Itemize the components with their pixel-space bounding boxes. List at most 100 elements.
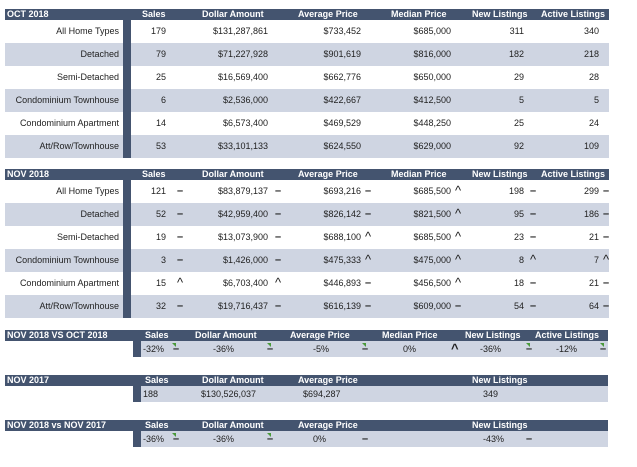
row-label-spacer [5, 386, 133, 402]
cell-median-price: $685,500 [413, 232, 451, 242]
cell-dollar-amount: $13,073,900 [217, 232, 268, 242]
trend-up-icon: ^ [455, 252, 462, 267]
row-divider-bar [123, 89, 131, 112]
cell-sales: 79 [155, 49, 166, 59]
table-row: All Home Types 179 $131,287,861 $733,452 $68… [5, 20, 609, 43]
trend-down-icon: – [275, 254, 282, 266]
cell-average-price: $422,667 [323, 95, 361, 105]
col-median-price: Median Price [391, 9, 447, 19]
col-new-listings: New Listings [472, 9, 528, 19]
trend-down-icon: – [530, 185, 537, 197]
cell-new-listings: 198 [508, 186, 524, 196]
cell-average-price: $469,529 [323, 118, 361, 128]
trend-down-icon: – [603, 185, 610, 197]
cell-average-price: $662,776 [323, 72, 361, 82]
trend-down-icon: – [530, 231, 537, 243]
trend-down-icon: – [365, 300, 372, 312]
table-row: Att/Row/Townhouse 32– $19,716,437– $616,139… [5, 295, 609, 318]
trend-down-icon: – [603, 277, 610, 289]
cell-dollar-amount: $1,426,000 [222, 255, 268, 265]
section-title: NOV 2018 vs NOV 2017 [7, 420, 107, 430]
trend-down-icon: – [603, 208, 610, 220]
cell-new-listings: 92 [513, 141, 524, 151]
cell-value: $694,287 [303, 389, 341, 399]
cell-dollar-amount: $33,101,133 [217, 141, 268, 151]
trend-down-icon: – [365, 277, 372, 289]
col-sales: Sales [145, 375, 169, 385]
flag-triangle-icon [172, 343, 176, 347]
cell-value: 0% [403, 344, 417, 354]
cell-value: $130,526,037 [201, 389, 257, 399]
table-row: Condominium Apartment 15 ^ $6,703,400 ^ $446,… [5, 272, 609, 295]
col-average-price: Average Price [290, 330, 350, 340]
table-header: OCT 2018 Sales Dollar Amount Average Pri… [5, 9, 609, 20]
col-active-listings: Active Listings [541, 169, 606, 179]
trend-down-icon: – [173, 433, 180, 445]
trend-up-icon: ^ [603, 252, 610, 267]
trend-up-icon: ^ [455, 229, 462, 244]
table-row: All Home Types 121– $83,879,137– $693,216– $… [5, 180, 609, 203]
row-label-spacer [5, 431, 133, 447]
table-row: Condominium Townhouse 6 $2,536,000 $422,667… [5, 89, 609, 112]
row-label: Condominium Apartment [19, 118, 119, 128]
col-new-listings: New Listings [472, 169, 528, 179]
cell-new-listings: 8 [518, 255, 524, 265]
row-label: Condominium Townhouse [15, 95, 119, 105]
cell-new-listings: 25 [513, 118, 524, 128]
flag-triangle-icon [267, 343, 271, 347]
cell-new-listings: 182 [508, 49, 524, 59]
cell-median-price: $816,000 [413, 49, 451, 59]
col-median-price: Median Price [391, 169, 447, 179]
cell-dollar-amount: $16,569,400 [217, 72, 268, 82]
section-title: NOV 2017 [7, 375, 50, 385]
col-dollar-amount: Dollar Amount [202, 9, 264, 19]
cell-dollar-amount: $83,879,137 [217, 186, 268, 196]
cell-sales: 121 [150, 186, 166, 196]
col-dollar-amount: Dollar Amount [202, 420, 264, 430]
oct-2018-table: OCT 2018 Sales Dollar Amount Average Pri… [5, 9, 609, 158]
nov-vs-oct-row: -32% – -36% – -5% –0% ^ -36% – -12% – [5, 341, 608, 357]
row-label: Semi-Detached [56, 232, 119, 242]
table-header: NOV 2018 Sales Dollar Amount Average Pri… [5, 169, 609, 180]
cell-median-price: $412,500 [413, 95, 451, 105]
table-row: Condominium Townhouse 3– $1,426,000– $475,3… [5, 249, 609, 272]
trend-down-icon: – [530, 300, 537, 312]
nov-2018-table: NOV 2018 Sales Dollar Amount Average Pri… [5, 169, 609, 318]
trend-down-icon: – [275, 208, 282, 220]
cell-active-listings: 64 [588, 301, 599, 311]
col-sales: Sales [145, 420, 169, 430]
row-label-spacer [5, 341, 133, 357]
cell-sales: 3 [160, 255, 166, 265]
row-divider-bar [123, 112, 131, 135]
row-divider-bar [123, 180, 131, 203]
trend-down-icon: – [275, 231, 282, 243]
cell-average-price: $733,452 [323, 26, 361, 36]
row-label: Att/Row/Townhouse [39, 141, 119, 151]
trend-down-icon: – [177, 300, 184, 312]
cell-new-listings: 29 [513, 72, 524, 82]
trend-down-icon: – [275, 185, 282, 197]
cell-sales: 32 [155, 301, 166, 311]
row-label: Detached [80, 209, 119, 219]
col-dollar-amount: Dollar Amount [202, 375, 264, 385]
cell-value: -32% [143, 344, 165, 354]
cell-active-listings: 186 [583, 209, 599, 219]
trend-down-icon: – [173, 343, 180, 355]
cell-active-listings: 5 [593, 95, 599, 105]
cell-dollar-amount: $131,287,861 [212, 26, 268, 36]
section-title: NOV 2018 [7, 169, 50, 179]
cell-value: 0% [313, 434, 327, 444]
flag-triangle-icon [526, 343, 530, 347]
table-header: NOV 2018 VS OCT 2018 Sales Dollar Amount… [5, 330, 608, 341]
trend-down-icon: – [362, 343, 369, 355]
nov-vs-oct-table: NOV 2018 VS OCT 2018 Sales Dollar Amount… [5, 330, 608, 357]
trend-down-icon: – [603, 231, 610, 243]
cell-new-listings: 23 [513, 232, 524, 242]
cell-sales: 15 [155, 278, 166, 288]
cell-active-listings: 340 [583, 26, 599, 36]
col-dollar-amount: Dollar Amount [202, 169, 264, 179]
trend-down-icon: – [526, 343, 533, 355]
trend-down-icon: – [530, 277, 537, 289]
cell-median-price: $650,000 [413, 72, 451, 82]
col-sales: Sales [142, 9, 166, 19]
